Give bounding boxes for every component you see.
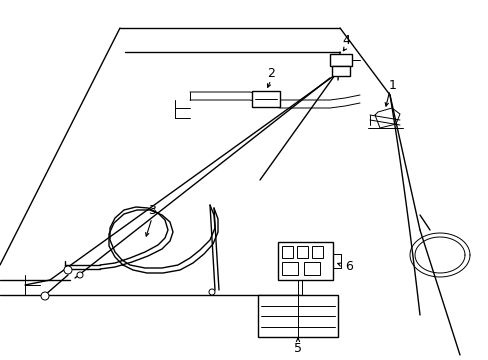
- Bar: [278, 242, 332, 280]
- Bar: [258, 295, 337, 337]
- Bar: [296, 246, 307, 258]
- Circle shape: [77, 272, 83, 278]
- Text: 4: 4: [342, 33, 349, 46]
- Circle shape: [208, 289, 215, 295]
- Text: 3: 3: [148, 203, 156, 216]
- Bar: [304, 262, 319, 275]
- Circle shape: [41, 292, 49, 300]
- Circle shape: [64, 266, 72, 274]
- Text: 2: 2: [266, 67, 274, 80]
- Bar: [251, 91, 280, 107]
- Bar: [331, 66, 349, 76]
- Bar: [311, 246, 323, 258]
- Bar: [282, 262, 297, 275]
- Text: 1: 1: [388, 78, 396, 91]
- Bar: [329, 54, 351, 66]
- Bar: [282, 246, 292, 258]
- Text: 6: 6: [345, 260, 352, 273]
- Text: 5: 5: [293, 342, 302, 356]
